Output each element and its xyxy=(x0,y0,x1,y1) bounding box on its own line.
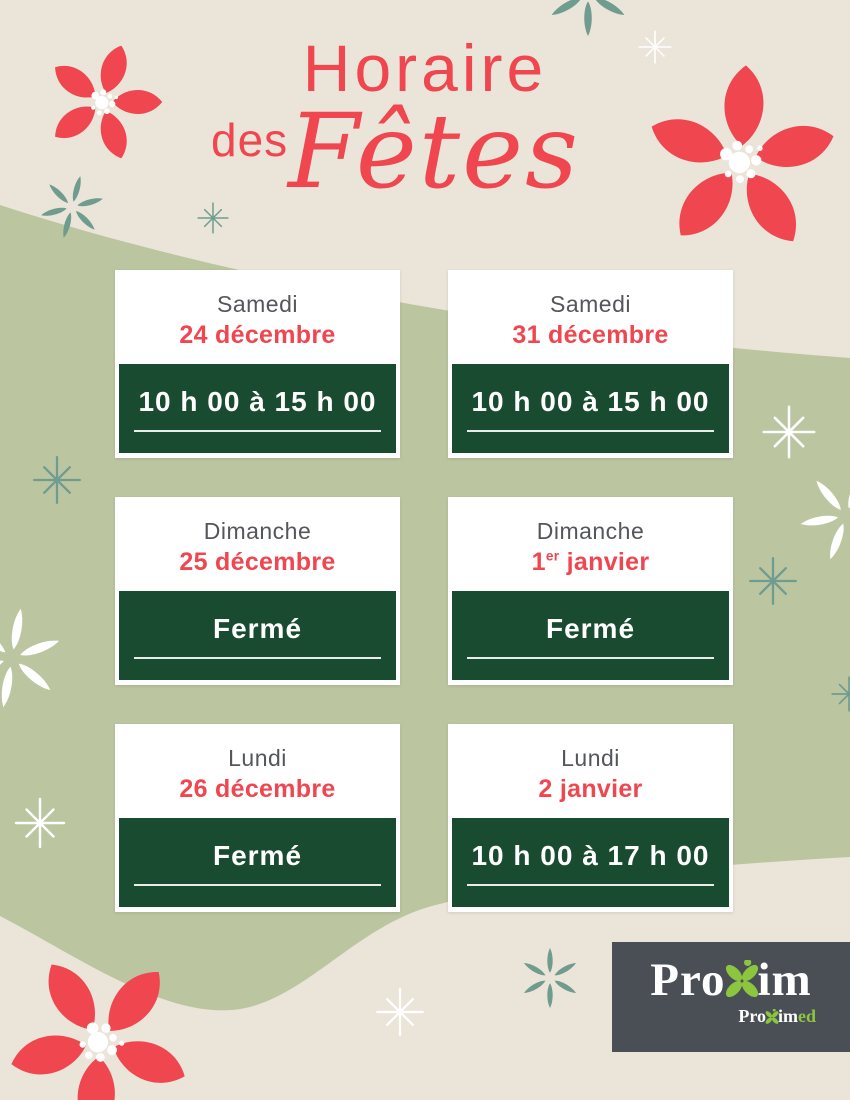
hours-underline xyxy=(467,429,714,432)
card-date: 2 janvier xyxy=(448,775,733,804)
logo-sub-mid: im xyxy=(778,1006,798,1027)
card-hours: Fermé xyxy=(212,612,303,644)
card-hours: 10 h 00 à 15 h 00 xyxy=(138,385,377,417)
hours-underline xyxy=(134,656,381,659)
proximed-logo: Pro imed xyxy=(612,1006,850,1027)
logo-text-pre: Pro xyxy=(650,954,726,1006)
hours-underline xyxy=(134,883,381,886)
card-day: Lundi xyxy=(228,745,287,771)
date-text: 26 décembre xyxy=(179,775,336,803)
card-date: 31 décembre xyxy=(448,321,733,350)
card-hours-band: Fermé xyxy=(119,818,396,907)
card-date: 25 décembre xyxy=(115,548,400,577)
proxim-logo: Pro im xyxy=(612,954,850,1006)
logo-sub-suffix: ed xyxy=(798,1006,816,1027)
hours-underline xyxy=(467,883,714,886)
card-day: Lundi xyxy=(561,745,620,771)
schedule-card-dec24: Samedi 24 décembre 10 h 00 à 15 h 00 xyxy=(115,270,400,458)
date-text: 25 décembre xyxy=(179,548,336,576)
card-hours-band: 10 h 00 à 15 h 00 xyxy=(119,364,396,453)
card-date: 24 décembre xyxy=(115,321,400,350)
date-text: 31 décembre xyxy=(512,321,669,349)
date-text: 1 xyxy=(531,548,546,576)
schedule-card-jan1: Dimanche 1er janvier Fermé xyxy=(448,497,733,685)
card-day: Dimanche xyxy=(203,518,312,544)
card-hours-band: 10 h 00 à 15 h 00 xyxy=(452,364,729,453)
schedule-card-jan2: Lundi 2 janvier 10 h 00 à 17 h 00 xyxy=(448,724,733,912)
proxim-x-icon xyxy=(725,958,758,997)
schedule-grid: Samedi 24 décembre 10 h 00 à 15 h 00 Sam… xyxy=(115,270,733,912)
card-hours: 10 h 00 à 15 h 00 xyxy=(471,385,710,417)
date-superscript: er xyxy=(545,548,560,564)
card-hours: Fermé xyxy=(545,612,636,644)
hours-underline xyxy=(467,656,714,659)
hours-underline xyxy=(134,429,381,432)
card-hours-band: Fermé xyxy=(452,591,729,680)
card-date: 1er janvier xyxy=(448,548,733,577)
date-text: 2 janvier xyxy=(538,775,643,803)
proxim-logo-panel: Pro im Pro imed xyxy=(612,942,850,1052)
schedule-card-dec25: Dimanche 25 décembre Fermé xyxy=(115,497,400,685)
logo-sub-pre: Pro xyxy=(738,1006,766,1027)
card-date: 26 décembre xyxy=(115,775,400,804)
card-day: Samedi xyxy=(550,291,631,317)
schedule-card-dec26: Lundi 26 décembre Fermé xyxy=(115,724,400,912)
card-hours-band: Fermé xyxy=(119,591,396,680)
date-text: 24 décembre xyxy=(179,321,336,349)
card-hours: Fermé xyxy=(212,839,303,871)
card-day: Dimanche xyxy=(536,518,645,544)
date-text-tail: janvier xyxy=(559,548,650,576)
card-day: Samedi xyxy=(217,291,298,317)
logo-text-post: im xyxy=(757,954,812,1006)
proximed-x-icon xyxy=(765,1008,779,1024)
schedule-card-dec31: Samedi 31 décembre 10 h 00 à 15 h 00 xyxy=(448,270,733,458)
card-hours-band: 10 h 00 à 17 h 00 xyxy=(452,818,729,907)
card-hours: 10 h 00 à 17 h 00 xyxy=(471,839,710,871)
